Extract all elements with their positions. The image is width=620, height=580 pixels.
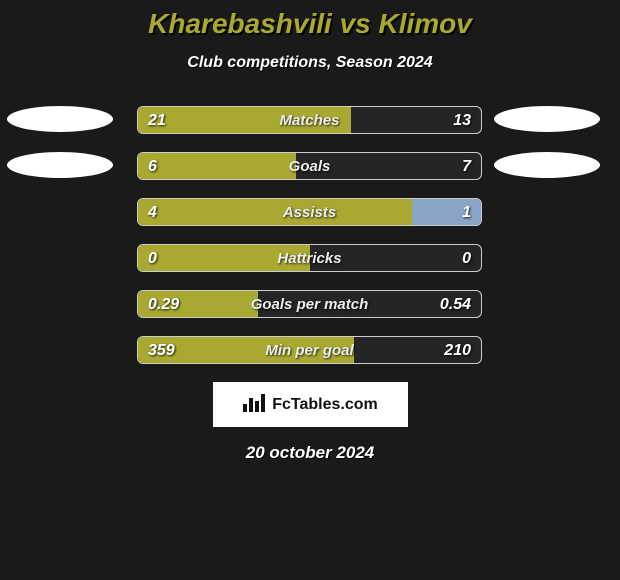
stat-value-right: 0.54 [440, 291, 471, 318]
stat-value-right: 13 [453, 107, 471, 134]
stat-value-right: 1 [462, 199, 471, 226]
stat-row: 359210Min per goal [0, 336, 620, 364]
stat-value-left: 359 [148, 337, 175, 364]
stat-row: 0.290.54Goals per match [0, 290, 620, 318]
stat-value-left: 21 [148, 107, 166, 134]
bar-chart-icon [242, 392, 266, 417]
subtitle: Club competitions, Season 2024 [0, 54, 620, 72]
source-badge-text: FcTables.com [272, 396, 378, 414]
bar-track: 2113Matches [137, 106, 482, 134]
stat-row: 00Hattricks [0, 244, 620, 272]
player-avatar-left [7, 106, 113, 132]
player-avatar-right [494, 106, 600, 132]
bar-track: 00Hattricks [137, 244, 482, 272]
bar-track: 359210Min per goal [137, 336, 482, 364]
stat-value-right: 0 [462, 245, 471, 272]
stat-row: 2113Matches [0, 106, 620, 134]
player-avatar-left [7, 152, 113, 178]
stat-value-left: 0.29 [148, 291, 179, 318]
stat-row: 41Assists [0, 198, 620, 226]
bar-fill-left [138, 245, 310, 271]
comparison-chart: 2113Matches67Goals41Assists00Hattricks0.… [0, 106, 620, 364]
stat-value-left: 4 [148, 199, 157, 226]
player-avatar-right [494, 152, 600, 178]
bar-track: 41Assists [137, 198, 482, 226]
stat-value-right: 210 [444, 337, 471, 364]
bar-fill-left [138, 199, 412, 225]
bar-fill-left [138, 107, 351, 133]
bar-track: 67Goals [137, 152, 482, 180]
stat-row: 67Goals [0, 152, 620, 180]
bar-fill-left [138, 153, 296, 179]
infographic-container: Kharebashvili vs Klimov Club competition… [0, 0, 620, 463]
bar-track: 0.290.54Goals per match [137, 290, 482, 318]
page-title: Kharebashvili vs Klimov [0, 8, 620, 40]
stat-value-right: 7 [462, 153, 471, 180]
stat-value-left: 0 [148, 245, 157, 272]
stat-value-left: 6 [148, 153, 157, 180]
source-badge: FcTables.com [213, 382, 408, 427]
date-label: 20 october 2024 [0, 443, 620, 463]
